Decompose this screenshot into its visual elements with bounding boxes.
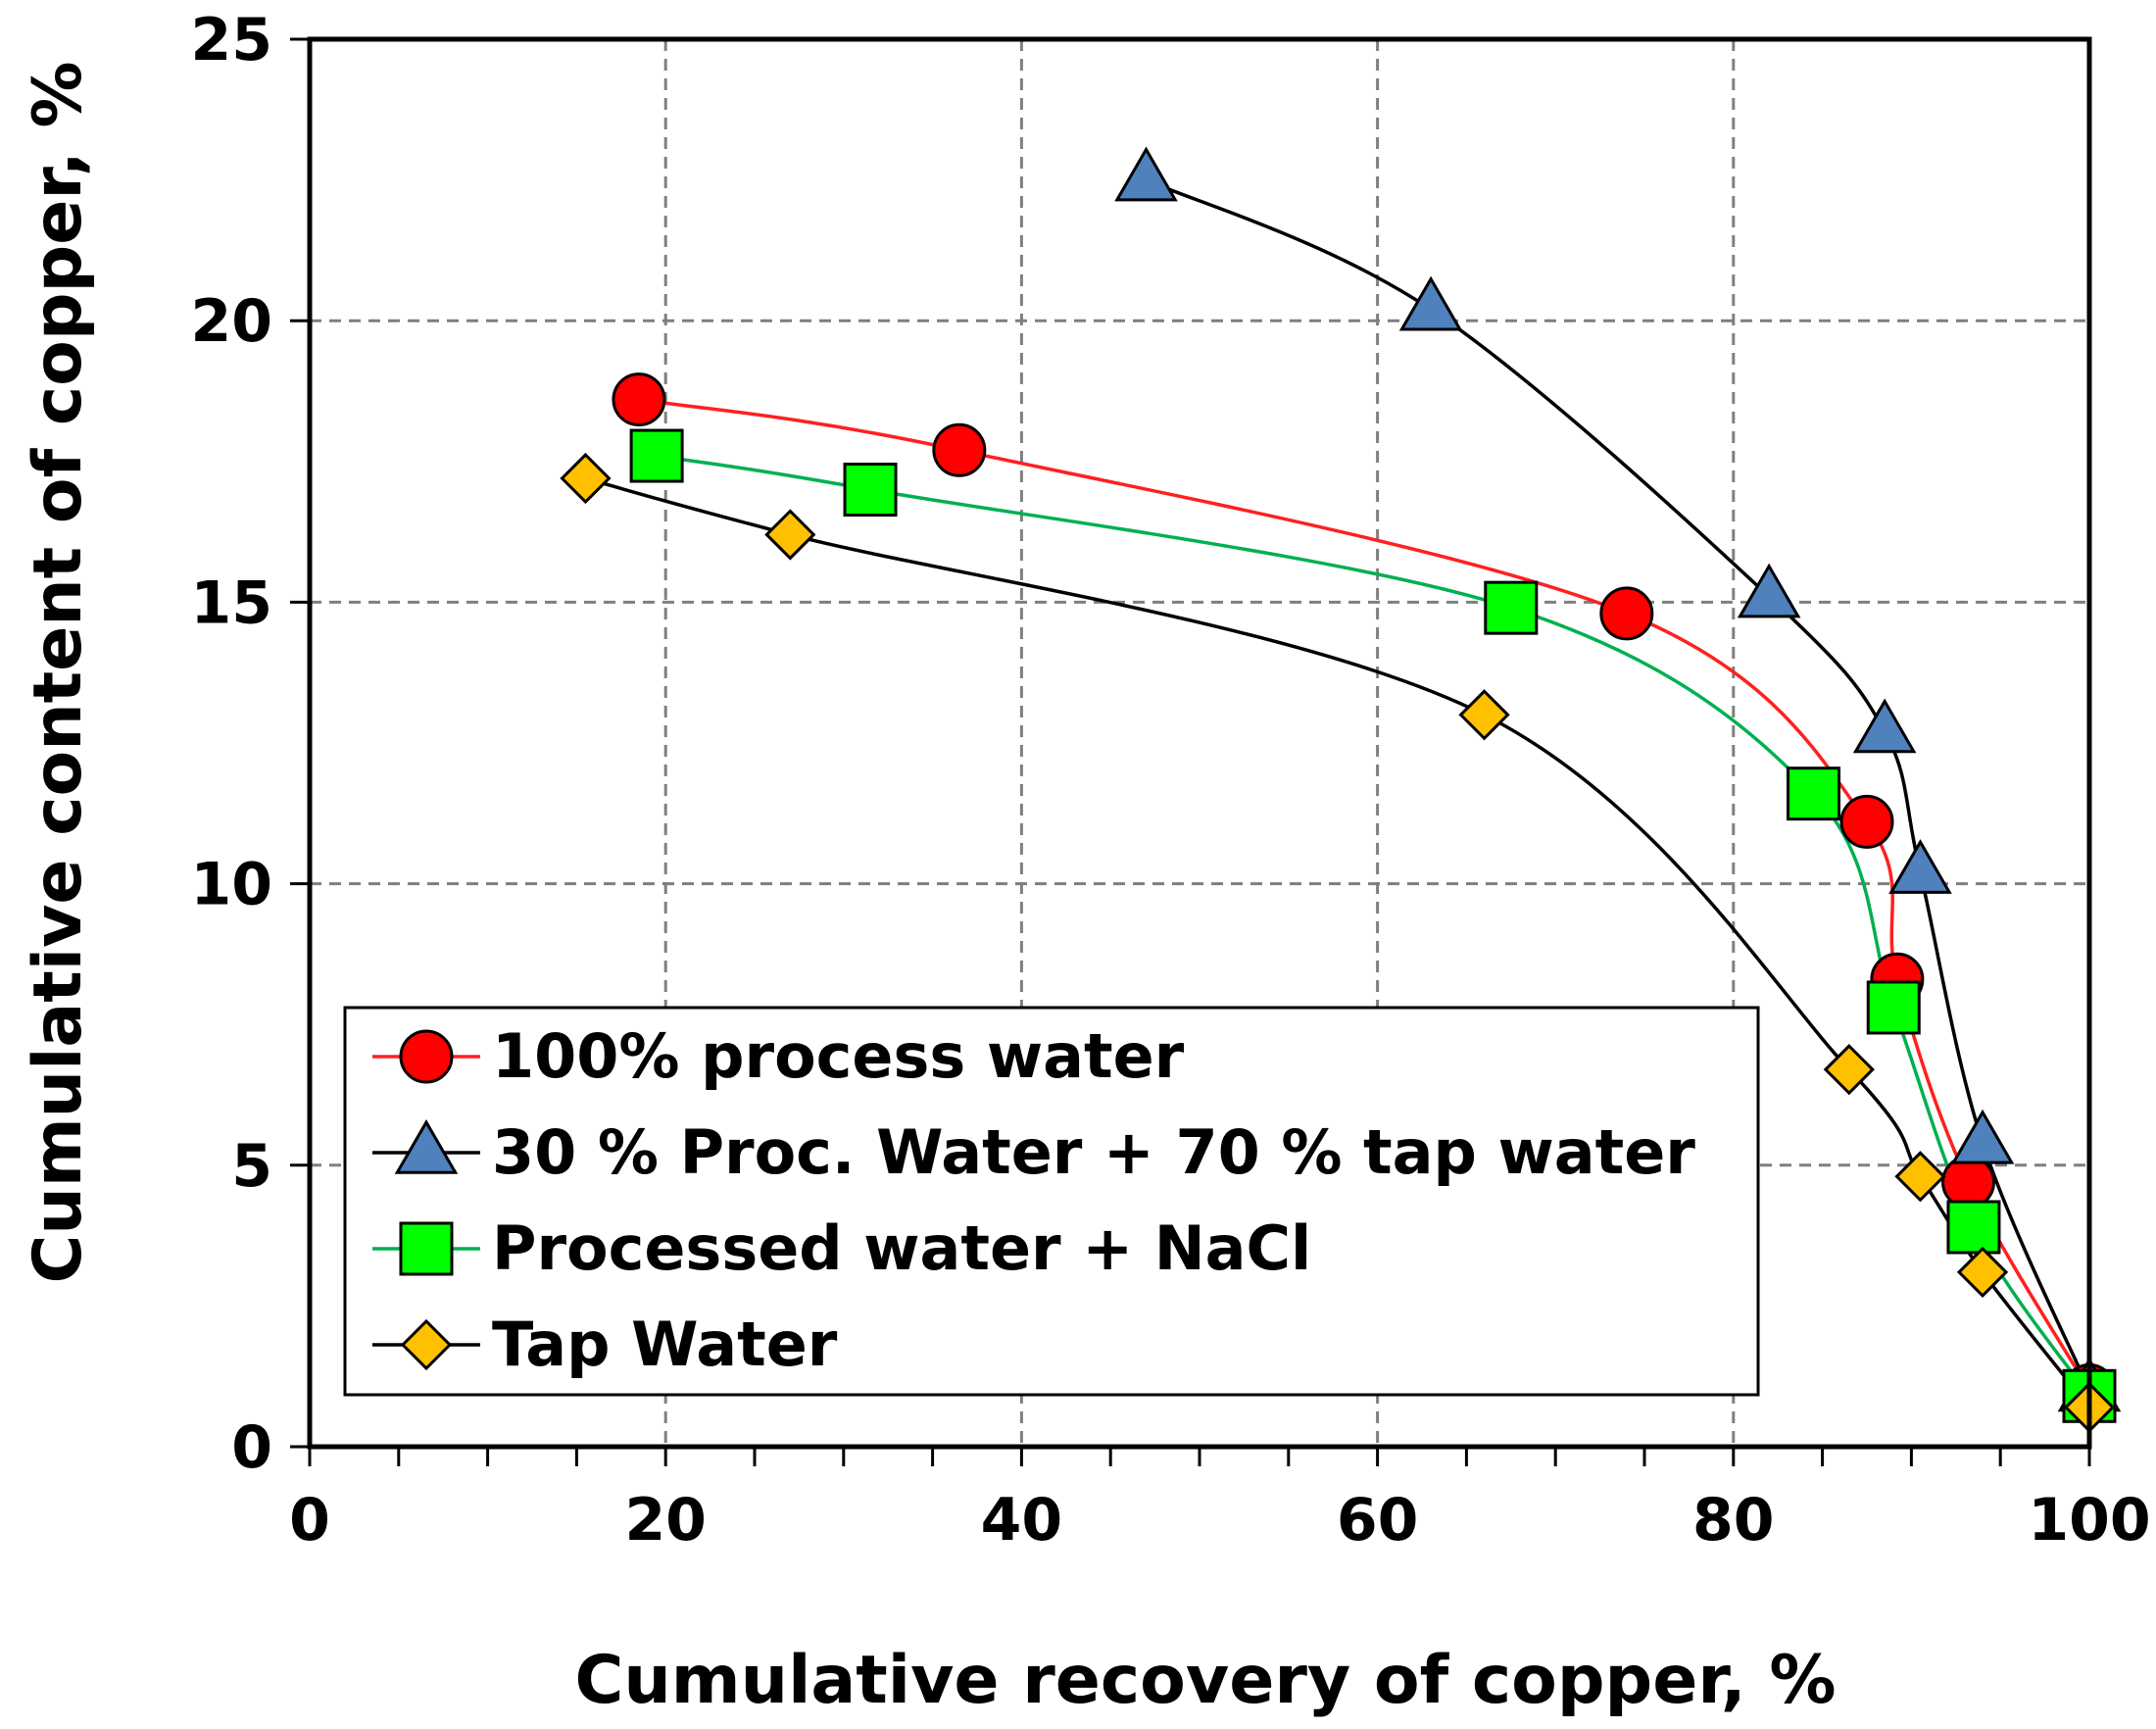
diamond-marker: [1461, 691, 1508, 738]
data-point-triangle: [1953, 1112, 2011, 1162]
data-point-circle: [1841, 796, 1892, 847]
chart: 0 20 40 60 80 100 0 5 10 15 20 25 Cumula…: [0, 0, 2156, 1729]
legend-entry-processed-water-nacl: Processed water + NaCl: [372, 1212, 1311, 1284]
square-marker: [1788, 768, 1839, 819]
x-tick-label: 40: [981, 1486, 1063, 1555]
circle-marker: [934, 424, 985, 475]
diamond-marker: [1959, 1249, 2006, 1296]
data-point-diamond: [1896, 1153, 1943, 1200]
legend-label: 100% process water: [492, 1020, 1185, 1092]
square-marker: [1948, 1202, 1999, 1253]
data-point-triangle: [1855, 701, 1913, 751]
data-point-circle: [1943, 1157, 1994, 1208]
triangle-marker: [1855, 701, 1913, 751]
diamond-marker: [562, 455, 609, 502]
legend-entry-30-proc-water: 30 % Proc. Water + 70 % tap water: [372, 1116, 1695, 1188]
x-tick-label: 100: [2028, 1486, 2150, 1555]
triangle-marker: [1401, 279, 1459, 329]
x-tick-label: 80: [1692, 1486, 1775, 1555]
triangle-marker: [1740, 567, 1797, 617]
x-tick-label: 20: [624, 1486, 707, 1555]
data-point-square: [1868, 982, 1919, 1033]
data-point-square: [1788, 768, 1839, 819]
data-point-diamond: [766, 511, 813, 558]
diamond-marker: [1896, 1153, 1943, 1200]
data-point-square: [1486, 582, 1537, 633]
legend: 100% process water 30 % Proc. Water + 70…: [345, 1008, 1758, 1395]
data-point-square: [631, 430, 682, 481]
triangle-marker: [1891, 842, 1949, 892]
data-point-circle: [613, 374, 664, 425]
y-tick-label: 20: [191, 287, 273, 356]
data-point-circle: [1601, 588, 1652, 639]
square-marker-icon: [401, 1223, 452, 1274]
x-axis-title: Cumulative recovery of copper, %: [574, 1642, 1836, 1719]
legend-entry-100-process-water: 100% process water: [372, 1020, 1185, 1092]
circle-marker: [613, 374, 664, 425]
y-tick-label: 10: [191, 851, 273, 919]
circle-marker: [1601, 588, 1652, 639]
y-tick-label: 5: [231, 1132, 272, 1201]
circle-marker: [1943, 1157, 1994, 1208]
x-tick-label: 0: [289, 1486, 330, 1555]
circle-marker: [401, 1031, 452, 1082]
legend-label: 30 % Proc. Water + 70 % tap water: [492, 1116, 1695, 1188]
data-point-circle: [934, 424, 985, 475]
legend-label: Tap Water: [492, 1309, 838, 1380]
data-point-triangle: [1401, 279, 1459, 329]
data-point-diamond: [562, 455, 609, 502]
y-tick-label: 0: [231, 1413, 272, 1482]
data-point-square: [845, 465, 896, 516]
x-tick-label: 60: [1337, 1486, 1419, 1555]
square-marker: [1486, 582, 1537, 633]
triangle-marker: [1117, 150, 1175, 200]
square-marker: [401, 1223, 452, 1274]
y-tick-label: 25: [191, 6, 273, 74]
y-tick-labels: 0 5 10 15 20 25: [191, 6, 273, 1482]
circle-marker: [1841, 796, 1892, 847]
data-point-triangle: [1740, 567, 1797, 617]
y-axis-title: Cumulative content of copper, %: [20, 61, 97, 1283]
data-point-triangle: [1117, 150, 1175, 200]
legend-label: Processed water + NaCl: [492, 1212, 1311, 1284]
triangle-marker: [1953, 1112, 2011, 1162]
data-point-diamond: [1461, 691, 1508, 738]
square-marker: [845, 465, 896, 516]
diamond-marker: [766, 511, 813, 558]
data-point-triangle: [1891, 842, 1949, 892]
square-marker: [1868, 982, 1919, 1033]
circle-marker-icon: [401, 1031, 452, 1082]
y-tick-label: 15: [191, 568, 273, 637]
data-point-diamond: [1959, 1249, 2006, 1296]
data-point-square: [1948, 1202, 1999, 1253]
x-tick-labels: 0 20 40 60 80 100: [289, 1486, 2151, 1555]
square-marker: [631, 430, 682, 481]
